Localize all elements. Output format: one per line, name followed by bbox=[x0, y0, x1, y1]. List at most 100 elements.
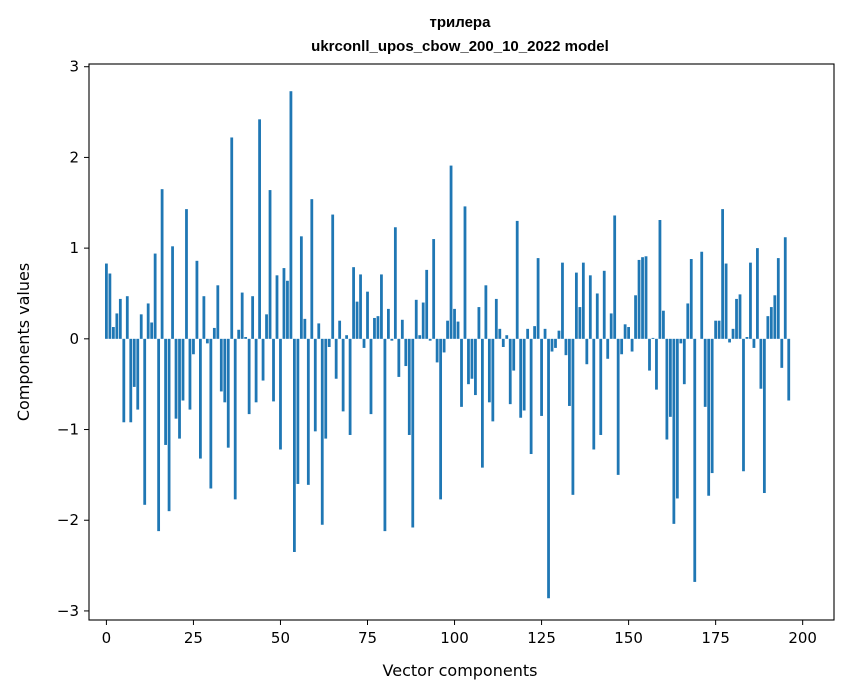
bar bbox=[418, 335, 422, 339]
bar bbox=[376, 316, 380, 339]
bar bbox=[679, 338, 683, 344]
bar bbox=[543, 328, 547, 339]
x-axis-ticks: 0 25 50 75 100 125 150 175 200 bbox=[102, 620, 817, 647]
bar bbox=[599, 338, 603, 435]
y-tick-label: 0 bbox=[69, 330, 79, 348]
bar bbox=[282, 268, 286, 339]
bar bbox=[578, 307, 582, 339]
x-tick-label: 125 bbox=[527, 629, 556, 647]
bar bbox=[362, 338, 366, 348]
bar bbox=[752, 338, 756, 348]
bar bbox=[216, 285, 220, 339]
bar bbox=[662, 310, 665, 339]
plot-frame bbox=[88, 63, 835, 621]
bar bbox=[533, 326, 536, 339]
y-tick-label: −2 bbox=[57, 511, 79, 529]
y-tick-label: 2 bbox=[69, 148, 79, 166]
bar bbox=[460, 338, 463, 407]
bar bbox=[411, 338, 415, 528]
x-tick-label: 50 bbox=[271, 629, 290, 647]
bar bbox=[648, 338, 651, 371]
bar bbox=[164, 338, 167, 445]
chart-subtitle: ukrconll_upos_cbow_200_10_2022 model bbox=[311, 38, 609, 55]
x-tick-label: 0 bbox=[102, 629, 112, 647]
bar bbox=[393, 227, 397, 339]
bar bbox=[484, 285, 488, 339]
bar bbox=[247, 338, 251, 415]
bar bbox=[592, 338, 596, 450]
bar bbox=[721, 209, 724, 339]
bar bbox=[613, 215, 617, 339]
bar bbox=[293, 338, 296, 552]
bar bbox=[494, 298, 498, 339]
bar bbox=[167, 338, 171, 512]
bar bbox=[456, 321, 460, 339]
bar bbox=[105, 263, 108, 339]
bar bbox=[296, 338, 300, 484]
bar bbox=[251, 296, 255, 339]
bar bbox=[244, 337, 248, 339]
bar bbox=[348, 338, 352, 435]
bar bbox=[773, 295, 777, 339]
bar bbox=[338, 320, 342, 339]
bar bbox=[254, 338, 258, 403]
bar bbox=[432, 239, 436, 339]
bar bbox=[703, 338, 707, 407]
bar bbox=[606, 338, 610, 359]
bar bbox=[359, 274, 362, 339]
bar bbox=[320, 338, 324, 525]
bar bbox=[313, 338, 317, 432]
bar bbox=[261, 338, 265, 381]
bar bbox=[623, 324, 627, 339]
bar bbox=[192, 338, 195, 355]
x-tick-label: 25 bbox=[184, 629, 203, 647]
bar bbox=[334, 338, 338, 379]
bar bbox=[449, 165, 453, 339]
y-tick-label: −1 bbox=[57, 421, 79, 439]
bar bbox=[404, 338, 408, 367]
bar bbox=[481, 338, 484, 468]
bar bbox=[588, 275, 592, 339]
bar bbox=[387, 308, 390, 339]
bar bbox=[474, 338, 477, 396]
bar bbox=[658, 220, 662, 339]
bar bbox=[453, 308, 456, 339]
x-tick-label: 150 bbox=[614, 629, 643, 647]
x-tick-label: 75 bbox=[358, 629, 377, 647]
bar bbox=[212, 327, 216, 339]
bar bbox=[383, 338, 387, 532]
bar bbox=[745, 337, 749, 339]
bar bbox=[710, 338, 714, 474]
bar bbox=[630, 338, 634, 352]
bar bbox=[585, 338, 589, 365]
bar bbox=[219, 338, 223, 392]
bar bbox=[380, 274, 383, 339]
bar bbox=[146, 303, 150, 339]
bar bbox=[616, 338, 620, 475]
bar bbox=[700, 251, 704, 339]
bar bbox=[435, 338, 439, 363]
bar bbox=[199, 338, 202, 459]
bar bbox=[620, 338, 624, 355]
bar bbox=[769, 307, 773, 339]
bar bbox=[373, 317, 376, 339]
bar bbox=[728, 338, 731, 343]
bar bbox=[181, 338, 185, 401]
bar bbox=[627, 327, 630, 339]
bar bbox=[529, 338, 533, 455]
bar bbox=[153, 253, 157, 339]
y-axis-ticks: −3 −2 −1 0 1 2 3 bbox=[57, 58, 89, 620]
bar bbox=[557, 330, 561, 339]
bar bbox=[738, 294, 742, 339]
bar bbox=[470, 338, 474, 379]
bar bbox=[446, 320, 449, 339]
bar bbox=[766, 316, 770, 339]
x-tick-label: 175 bbox=[701, 629, 730, 647]
bar bbox=[522, 338, 526, 411]
bar bbox=[787, 338, 791, 401]
bar bbox=[714, 320, 718, 339]
bar bbox=[355, 301, 359, 339]
bar bbox=[742, 338, 745, 472]
bar bbox=[289, 91, 293, 339]
